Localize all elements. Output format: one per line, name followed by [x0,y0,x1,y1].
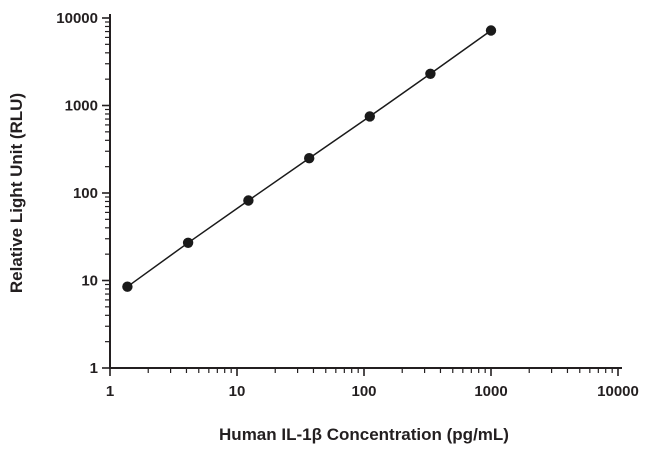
data-point [425,68,436,80]
y-tick-label: 10000 [56,10,98,27]
y-axis-title: Relative Light Unit (RLU) [7,93,26,293]
data-point [122,281,133,292]
x-tick-label: 100 [351,383,376,400]
x-tick-label: 10000 [597,383,639,400]
y-tick-label: 1000 [65,98,98,115]
axes-layer: 1 10 100 1000 10000 1 10 100 1000 10000 [56,10,639,400]
data-point [182,237,194,248]
data-point [485,25,497,36]
y-tick-label: 1 [90,360,98,377]
data-series-layer [122,25,497,292]
y-tick-label: 100 [73,185,98,202]
x-tick-label: 1000 [474,383,507,400]
data-point [364,111,375,122]
data-point [304,153,315,164]
x-tick-label: 1 [106,383,114,400]
x-tick-label: 10 [229,383,246,400]
y-tick-label: 10 [81,273,98,290]
x-axis-title: Human IL-1β Concentration (pg/mL) [219,425,509,444]
data-point [243,195,254,206]
